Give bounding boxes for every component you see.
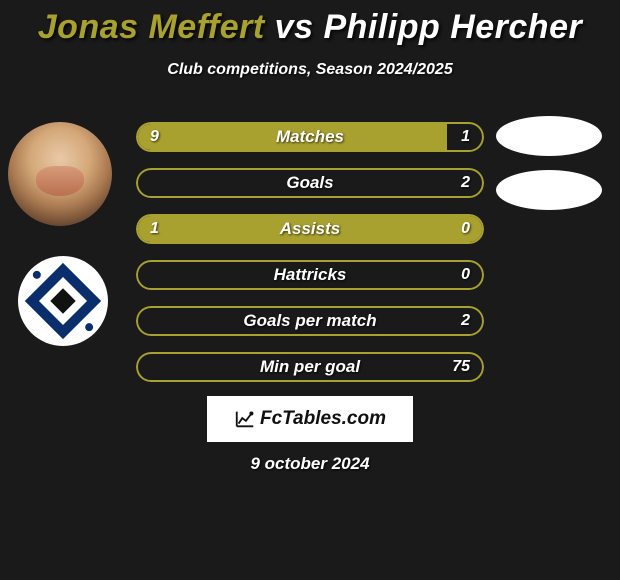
player2-club-placeholder <box>496 170 602 210</box>
stat-border <box>136 352 484 382</box>
stat-border <box>136 260 484 290</box>
stat-border <box>136 168 484 198</box>
chart-icon <box>234 408 256 430</box>
stat-border <box>136 306 484 336</box>
player1-avatar <box>8 122 112 226</box>
title-vs: vs <box>275 8 314 46</box>
stat-value-right: 1 <box>461 122 470 152</box>
player1-club-badge <box>18 256 108 346</box>
stat-label: Goals per match <box>136 306 484 336</box>
stat-value-left: 9 <box>150 122 159 152</box>
left-column <box>8 122 118 346</box>
player2-avatar-placeholder <box>496 116 602 156</box>
stat-row: 2Goals per match <box>136 306 484 336</box>
stats-bars: 91Matches2Goals10Assists0Hattricks2Goals… <box>136 122 484 398</box>
stat-value-right: 2 <box>461 306 470 336</box>
title-player1: Jonas Meffert <box>38 8 265 46</box>
stat-row: 0Hattricks <box>136 260 484 290</box>
stat-label: Goals <box>136 168 484 198</box>
stat-label: Min per goal <box>136 352 484 382</box>
stat-value-left: 1 <box>150 214 159 244</box>
stat-label: Hattricks <box>136 260 484 290</box>
watermark: FcTables.com <box>207 396 413 442</box>
page-title: Jonas Meffert vs Philipp Hercher <box>0 0 620 47</box>
stat-fill <box>138 216 482 242</box>
hsv-diamond-icon <box>25 263 101 339</box>
stat-fill <box>138 124 447 150</box>
stat-value-right: 2 <box>461 168 470 198</box>
date: 9 october 2024 <box>0 454 620 474</box>
stat-row: 91Matches <box>136 122 484 152</box>
subtitle: Club competitions, Season 2024/2025 <box>0 61 620 79</box>
stat-value-right: 0 <box>461 214 470 244</box>
title-player2: Philipp Hercher <box>323 8 582 46</box>
stat-value-right: 75 <box>452 352 470 382</box>
watermark-text: FcTables.com <box>260 408 386 430</box>
stat-value-right: 0 <box>461 260 470 290</box>
stat-row: 10Assists <box>136 214 484 244</box>
right-column <box>496 116 606 224</box>
stat-row: 75Min per goal <box>136 352 484 382</box>
stat-row: 2Goals <box>136 168 484 198</box>
